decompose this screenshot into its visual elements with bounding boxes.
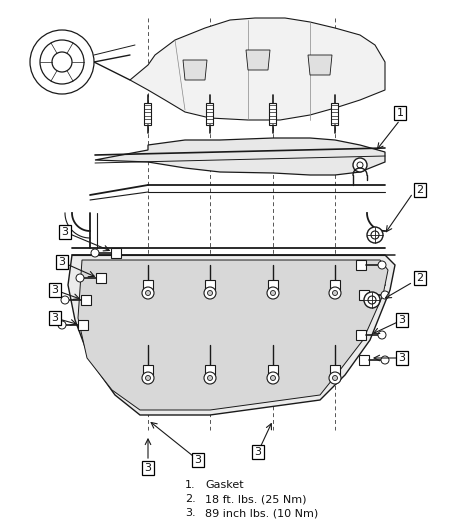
Circle shape <box>381 291 389 299</box>
Circle shape <box>353 158 367 172</box>
Circle shape <box>146 376 151 380</box>
Circle shape <box>367 227 383 243</box>
Circle shape <box>267 287 279 299</box>
Circle shape <box>381 356 389 364</box>
Text: 3.: 3. <box>185 508 196 518</box>
Circle shape <box>371 231 379 239</box>
Bar <box>356 260 366 270</box>
Bar <box>111 248 121 258</box>
Bar <box>207 103 213 125</box>
Circle shape <box>40 40 84 84</box>
Circle shape <box>332 376 337 380</box>
Text: 3: 3 <box>58 257 65 267</box>
Bar <box>330 280 340 290</box>
Bar <box>205 365 215 375</box>
Bar <box>330 365 340 375</box>
Bar <box>359 355 369 365</box>
Bar <box>143 280 153 290</box>
Circle shape <box>329 372 341 384</box>
Bar <box>145 103 152 125</box>
Circle shape <box>271 376 275 380</box>
Text: 2: 2 <box>417 185 424 195</box>
Bar <box>331 103 338 125</box>
Polygon shape <box>130 18 385 120</box>
Text: 3: 3 <box>52 285 58 295</box>
Circle shape <box>364 292 380 308</box>
Bar <box>359 290 369 300</box>
Bar <box>270 103 276 125</box>
Circle shape <box>76 274 84 282</box>
Polygon shape <box>68 255 395 415</box>
Circle shape <box>146 290 151 295</box>
Text: 1.: 1. <box>185 480 196 490</box>
Text: 2.: 2. <box>185 494 196 504</box>
Bar <box>96 273 106 283</box>
Circle shape <box>52 52 72 72</box>
Text: 1: 1 <box>396 108 403 118</box>
Circle shape <box>204 287 216 299</box>
Text: 3: 3 <box>145 463 152 473</box>
Text: 89 inch lbs. (10 Nm): 89 inch lbs. (10 Nm) <box>205 508 318 518</box>
Circle shape <box>208 376 212 380</box>
Text: 18 ft. lbs. (25 Nm): 18 ft. lbs. (25 Nm) <box>205 494 307 504</box>
Bar <box>143 365 153 375</box>
Text: 3: 3 <box>62 227 69 237</box>
Circle shape <box>357 162 363 168</box>
Circle shape <box>142 372 154 384</box>
Polygon shape <box>95 138 385 175</box>
Circle shape <box>204 372 216 384</box>
Polygon shape <box>78 260 388 410</box>
Circle shape <box>329 287 341 299</box>
Bar <box>81 295 91 305</box>
Bar <box>205 280 215 290</box>
Circle shape <box>61 296 69 304</box>
Circle shape <box>332 290 337 295</box>
Polygon shape <box>308 55 332 75</box>
Bar <box>268 365 278 375</box>
Polygon shape <box>183 60 207 80</box>
Circle shape <box>30 30 94 94</box>
Circle shape <box>58 321 66 329</box>
Text: 3: 3 <box>194 455 201 465</box>
Text: Gasket: Gasket <box>205 480 244 490</box>
Bar <box>268 280 278 290</box>
Circle shape <box>267 372 279 384</box>
Circle shape <box>378 331 386 339</box>
Text: 3: 3 <box>52 313 58 323</box>
Text: 3: 3 <box>255 447 262 457</box>
Text: 3: 3 <box>399 353 405 363</box>
Circle shape <box>378 261 386 269</box>
Bar <box>78 320 88 330</box>
Circle shape <box>142 287 154 299</box>
Circle shape <box>91 249 99 257</box>
Circle shape <box>208 290 212 295</box>
Bar <box>356 330 366 340</box>
Text: 3: 3 <box>399 315 405 325</box>
Text: 2: 2 <box>417 273 424 283</box>
Circle shape <box>368 296 376 304</box>
Circle shape <box>271 290 275 295</box>
Polygon shape <box>246 50 270 70</box>
